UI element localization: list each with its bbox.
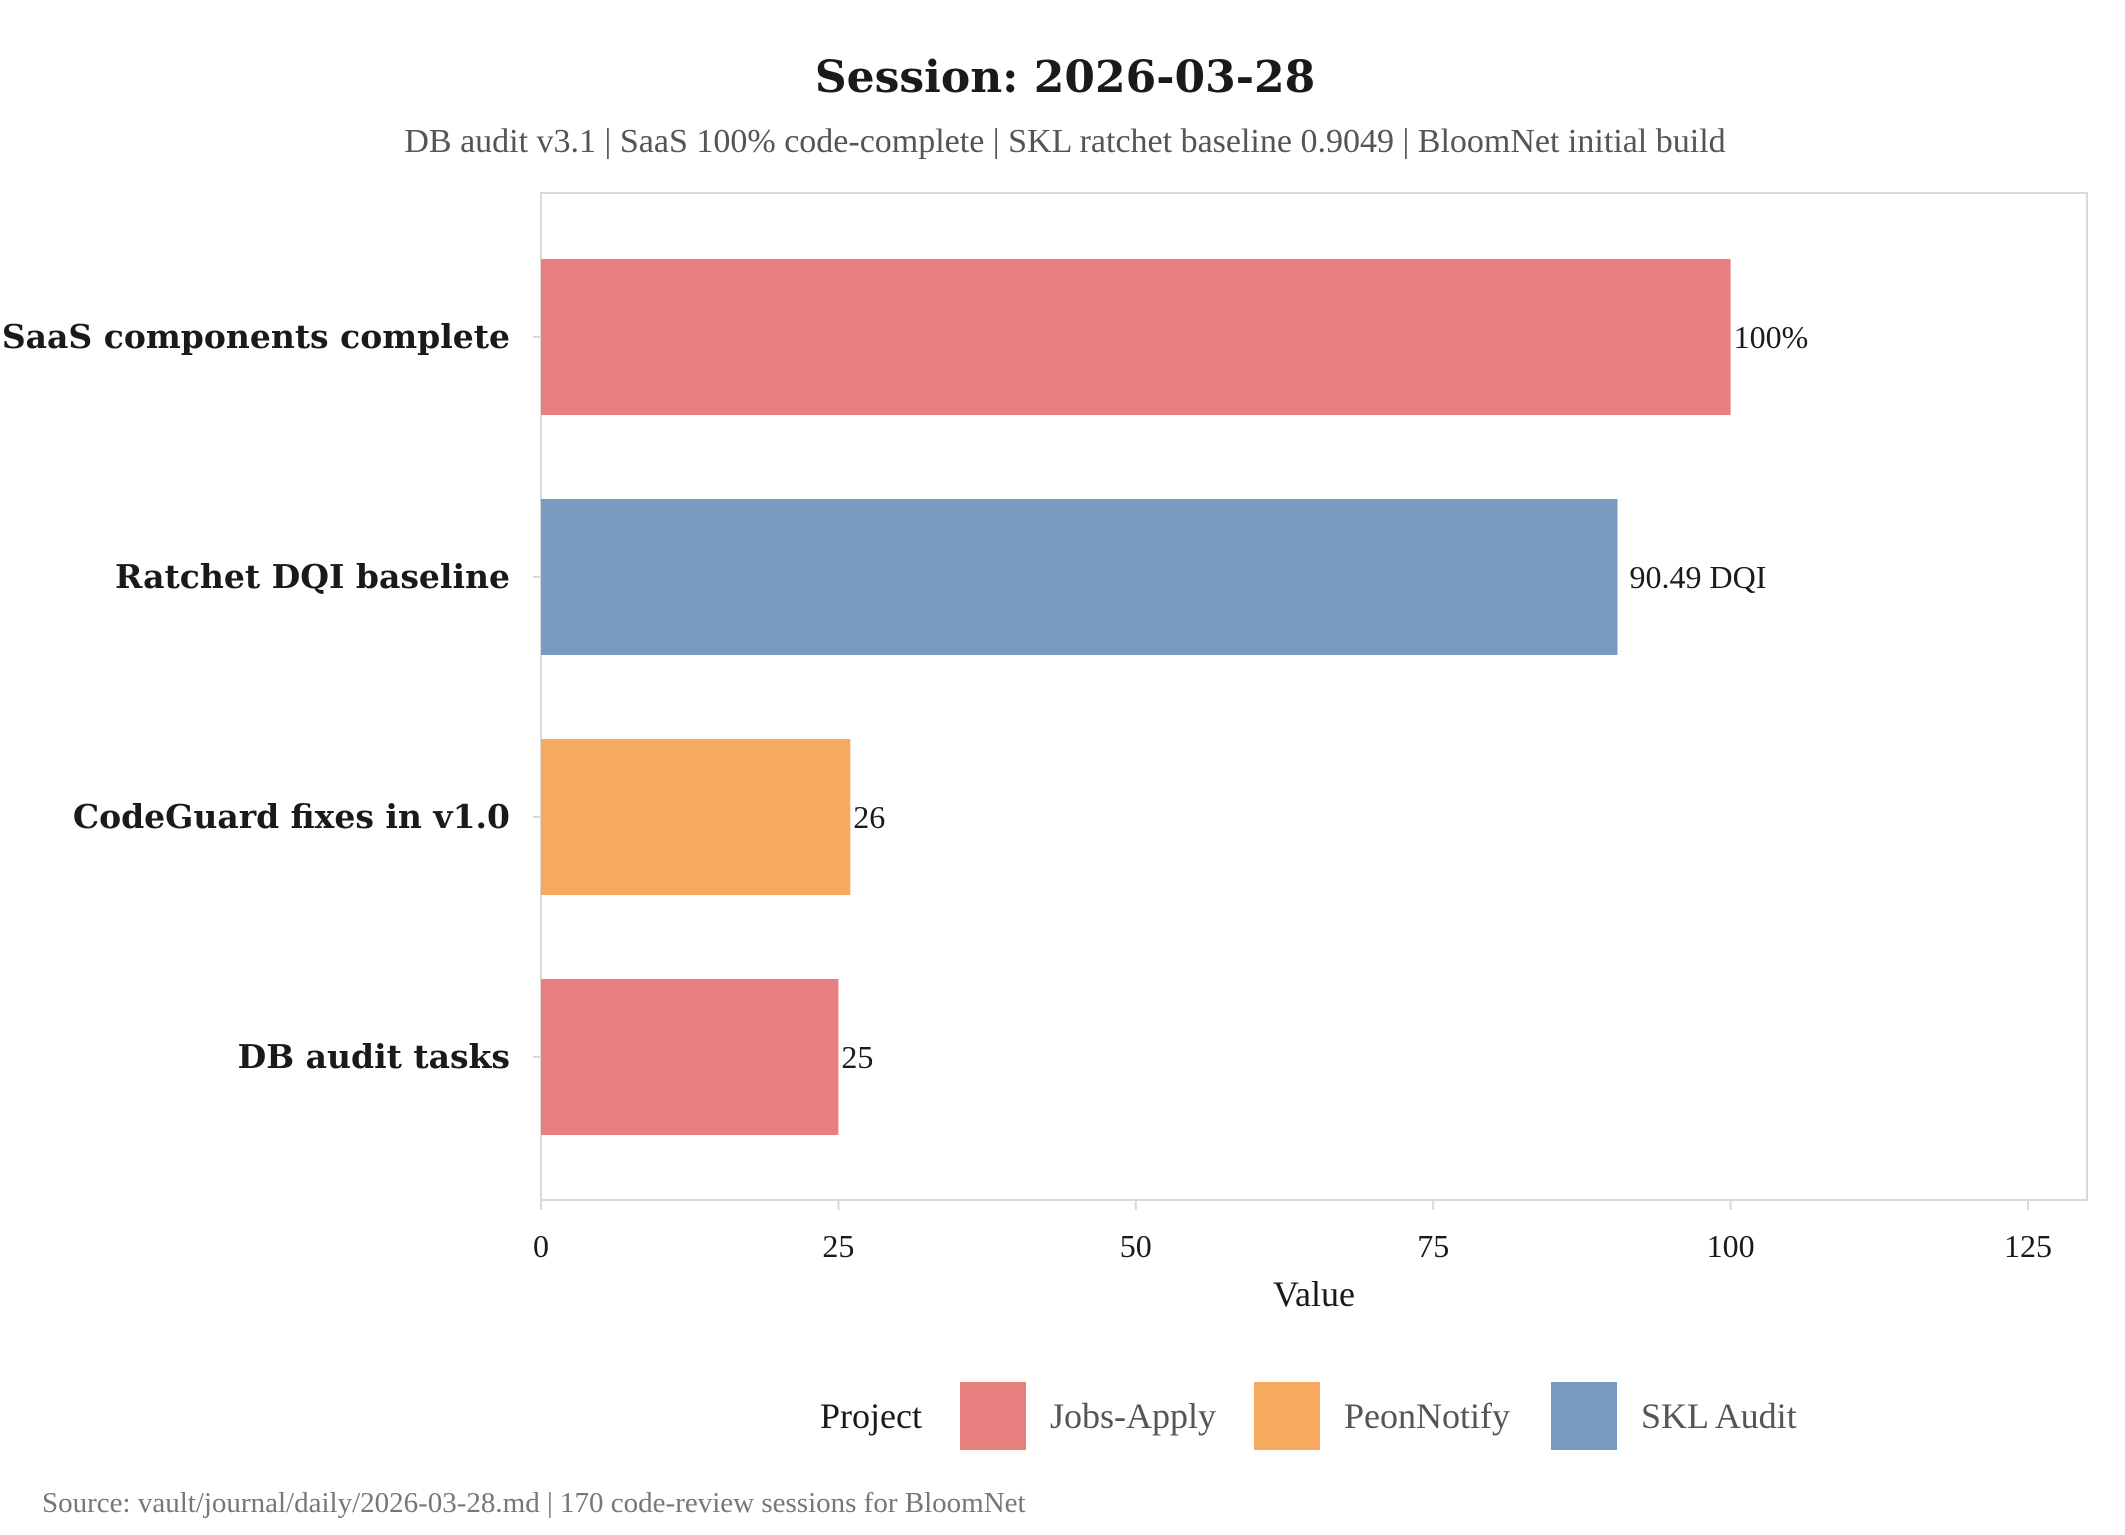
bar [541, 739, 851, 895]
bar [541, 499, 1618, 655]
x-axis-ticks: 0 25 50 75 100 125 [533, 1200, 2052, 1264]
x-tick-label: 0 [533, 1228, 549, 1264]
data-labels: 100% 90.49 DQI 26 25 [841, 319, 1808, 1075]
legend: Project Jobs-Apply PeonNotify SKL Audit [820, 1382, 1797, 1450]
data-label: 100% [1734, 319, 1809, 355]
chart-title: Session: 2026-03-28 [815, 52, 1315, 103]
category-label: CodeGuard fixes in v1.0 [73, 797, 510, 836]
category-label: SaaS components complete [2, 317, 510, 356]
x-tick-label: 75 [1417, 1228, 1449, 1264]
x-tick-label: 50 [1120, 1228, 1152, 1264]
bars-group [541, 259, 1731, 1135]
x-tick-label: 125 [2004, 1228, 2052, 1264]
chart-caption: Source: vault/journal/daily/2026-03-28.m… [42, 1487, 1026, 1519]
x-tick-label: 25 [822, 1228, 854, 1264]
legend-label: Jobs-Apply [1050, 1396, 1216, 1436]
legend-swatch [1551, 1382, 1617, 1450]
legend-swatch [960, 1382, 1026, 1450]
legend-label: SKL Audit [1641, 1396, 1797, 1436]
data-label: 25 [841, 1039, 873, 1075]
legend-title: Project [820, 1396, 922, 1436]
x-axis-title: Value [1273, 1274, 1355, 1314]
data-label: 90.49 DQI [1629, 559, 1766, 595]
legend-label: PeonNotify [1344, 1396, 1510, 1436]
plot-panel [540, 192, 2088, 1201]
category-label: DB audit tasks [238, 1037, 510, 1076]
category-label: Ratchet DQI baseline [115, 557, 510, 596]
legend-swatch [1254, 1382, 1320, 1450]
category-labels: SaaS components complete Ratchet DQI base… [2, 317, 541, 1076]
bar [541, 259, 1731, 415]
data-label: 26 [853, 799, 885, 835]
x-tick-label: 100 [1707, 1228, 1755, 1264]
chart-subtitle: DB audit v3.1 | SaaS 100% code-complete … [404, 123, 1725, 160]
bar [541, 979, 839, 1135]
